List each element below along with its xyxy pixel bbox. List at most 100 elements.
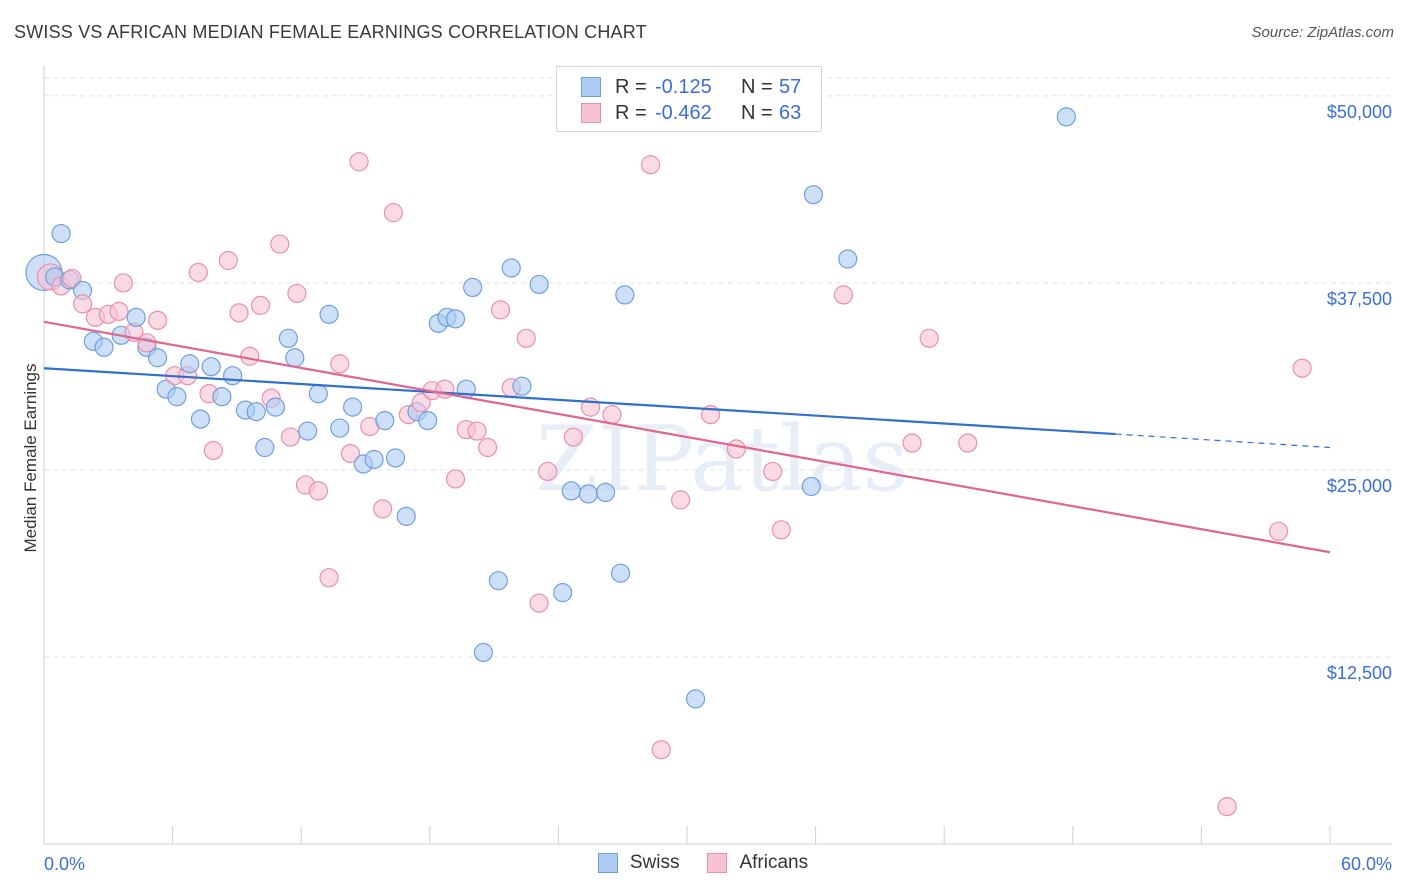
swiss-point[interactable] bbox=[375, 410, 395, 431]
swiss-point[interactable] bbox=[488, 571, 508, 591]
africans-point[interactable] bbox=[340, 443, 361, 464]
africans-point[interactable] bbox=[1292, 358, 1312, 378]
africans-point[interactable] bbox=[240, 346, 260, 366]
africans-point[interactable] bbox=[726, 439, 746, 459]
swiss-point[interactable] bbox=[330, 418, 350, 438]
africans-point[interactable] bbox=[1268, 521, 1289, 541]
swiss-point[interactable] bbox=[561, 481, 581, 501]
swiss-point[interactable] bbox=[595, 482, 616, 503]
legend-n-label: N = bbox=[741, 75, 773, 98]
africans-point[interactable] bbox=[270, 234, 290, 254]
swiss-point[interactable] bbox=[685, 689, 706, 709]
y-axis-title: Median Female Earnings bbox=[21, 364, 40, 553]
africans-point[interactable] bbox=[670, 490, 691, 510]
swiss-point[interactable] bbox=[285, 348, 305, 368]
africans-point[interactable] bbox=[958, 433, 978, 453]
africans-point[interactable] bbox=[203, 440, 223, 461]
swiss-point[interactable] bbox=[319, 304, 339, 324]
swiss-point[interactable] bbox=[418, 410, 438, 431]
swiss-point[interactable] bbox=[445, 309, 466, 329]
africans-point[interactable] bbox=[319, 568, 339, 588]
africans-point[interactable] bbox=[771, 520, 791, 540]
legend-swatch-swiss bbox=[581, 77, 601, 97]
africans-point[interactable] bbox=[109, 301, 129, 321]
africans-point[interactable] bbox=[411, 393, 431, 413]
series-legend-africans[interactable]: Africans bbox=[707, 852, 808, 874]
africans-point[interactable] bbox=[383, 203, 403, 223]
africans-point[interactable] bbox=[349, 152, 369, 172]
swiss-point[interactable] bbox=[501, 258, 521, 278]
africans-point[interactable] bbox=[280, 427, 301, 447]
africans-point[interactable] bbox=[833, 285, 854, 305]
swiss-point[interactable] bbox=[473, 642, 493, 663]
legend-swatch-africans bbox=[581, 103, 601, 123]
swiss-point[interactable] bbox=[255, 437, 275, 458]
swiss-point[interactable] bbox=[265, 397, 286, 417]
africans-point[interactable] bbox=[602, 405, 622, 425]
africans-point[interactable] bbox=[1217, 796, 1237, 817]
africans-point[interactable] bbox=[467, 421, 487, 441]
africans-point[interactable] bbox=[516, 328, 536, 348]
swiss-point[interactable] bbox=[190, 409, 211, 429]
africans-point[interactable] bbox=[478, 437, 498, 458]
swiss-point[interactable] bbox=[51, 223, 71, 244]
swiss-point[interactable] bbox=[512, 376, 532, 396]
swiss-point[interactable] bbox=[94, 337, 114, 357]
africans-point[interactable] bbox=[250, 295, 271, 315]
africans-point[interactable] bbox=[651, 740, 671, 760]
swiss-point[interactable] bbox=[1056, 107, 1076, 127]
africans-point[interactable] bbox=[287, 283, 307, 304]
swiss-point[interactable] bbox=[167, 387, 187, 407]
series-legend-swiss[interactable]: Swiss bbox=[597, 852, 679, 874]
africans-point[interactable] bbox=[308, 481, 328, 501]
africans-point[interactable] bbox=[188, 262, 208, 283]
africans-point[interactable] bbox=[218, 250, 238, 271]
africans-point[interactable] bbox=[72, 294, 93, 314]
swiss-point[interactable] bbox=[615, 285, 635, 305]
swiss-point[interactable] bbox=[223, 366, 243, 386]
africans-point[interactable] bbox=[919, 328, 939, 348]
swiss-point[interactable] bbox=[246, 402, 266, 422]
swiss-point[interactable] bbox=[298, 421, 318, 441]
swiss-point[interactable] bbox=[529, 274, 549, 295]
swiss-point[interactable] bbox=[343, 397, 363, 417]
swiss-point[interactable] bbox=[308, 384, 328, 404]
africans-point[interactable] bbox=[62, 268, 82, 289]
swiss-point[interactable] bbox=[201, 357, 221, 377]
legend-row-africans: R = -0.462 N = 63 bbox=[581, 101, 801, 125]
africans-point[interactable] bbox=[640, 155, 661, 175]
swiss-trend-line bbox=[43, 367, 1116, 436]
y-tick-label: $37,500 bbox=[1327, 289, 1392, 309]
swiss-point[interactable] bbox=[147, 348, 168, 368]
africans-point[interactable] bbox=[445, 469, 466, 489]
africans-point[interactable] bbox=[538, 461, 558, 482]
swiss-point[interactable] bbox=[803, 185, 824, 205]
africans-point[interactable] bbox=[113, 273, 133, 293]
swiss-point[interactable] bbox=[385, 448, 406, 468]
africans-point[interactable] bbox=[137, 333, 157, 353]
swiss-point[interactable] bbox=[364, 449, 384, 470]
swiss-point[interactable] bbox=[396, 506, 416, 526]
africans-point[interactable] bbox=[229, 303, 249, 323]
swiss-point[interactable] bbox=[610, 563, 631, 583]
legend-n-value-swiss: 57 bbox=[779, 75, 802, 98]
africans-point[interactable] bbox=[902, 433, 922, 453]
africans-point[interactable] bbox=[373, 499, 393, 519]
swiss-point[interactable] bbox=[801, 476, 821, 497]
africans-point[interactable] bbox=[763, 461, 783, 482]
africans-point[interactable] bbox=[330, 354, 350, 374]
swiss-point[interactable] bbox=[212, 387, 232, 407]
swiss-point[interactable] bbox=[126, 307, 146, 327]
africans-point[interactable] bbox=[490, 300, 511, 320]
swiss-point[interactable] bbox=[578, 484, 599, 504]
series-legend: Swiss Africans bbox=[0, 852, 1406, 874]
africans-point[interactable] bbox=[147, 310, 168, 330]
swiss-point[interactable] bbox=[463, 277, 483, 298]
swiss-point[interactable] bbox=[180, 354, 200, 374]
africans-point[interactable] bbox=[563, 427, 584, 447]
africans-trend-line bbox=[43, 320, 1331, 554]
africans-point[interactable] bbox=[529, 593, 549, 613]
swiss-point[interactable] bbox=[278, 328, 298, 348]
swiss-point[interactable] bbox=[838, 249, 858, 269]
swiss-point[interactable] bbox=[553, 583, 573, 603]
